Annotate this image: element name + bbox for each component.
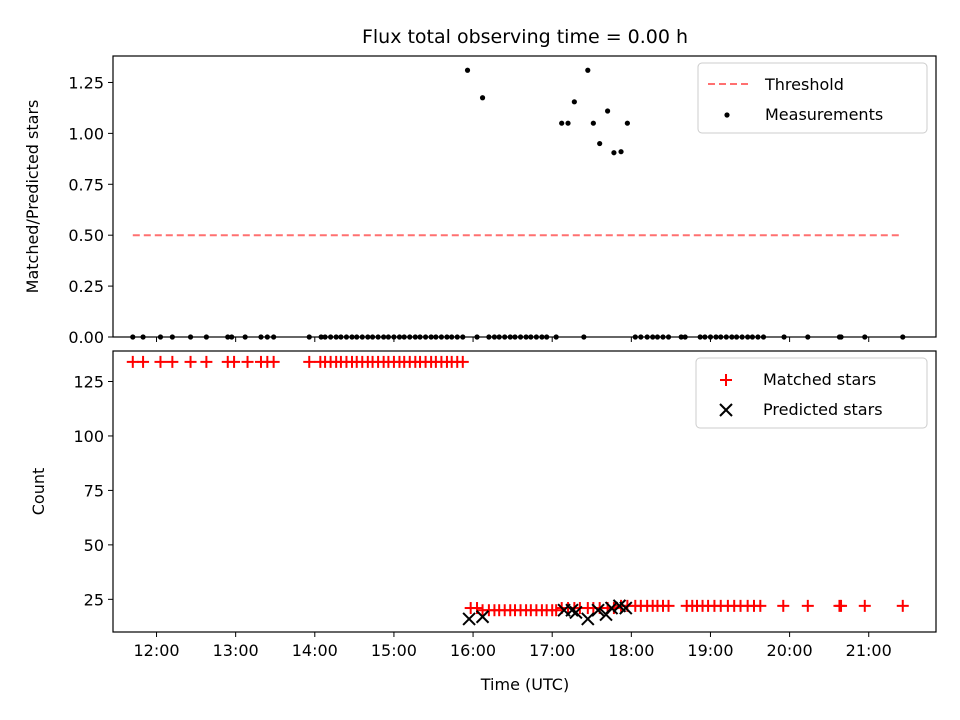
- x-tick-label: 18:00: [608, 641, 654, 660]
- measurement-point: [611, 150, 617, 156]
- matched-star-marker: [154, 355, 167, 368]
- measurement-point: [585, 67, 591, 73]
- top-legend: Threshold Measurements: [697, 62, 928, 134]
- bottom-y-axis-label: Count: [29, 468, 48, 516]
- x-tick-label: 15:00: [371, 641, 417, 660]
- x-tick-label: 19:00: [687, 641, 733, 660]
- predicted-star-marker: [604, 601, 619, 615]
- measurement-point: [571, 99, 577, 105]
- x-tick-label: 17:00: [529, 641, 575, 660]
- measurement-point: [464, 67, 471, 73]
- y-tick-label: 125: [73, 372, 104, 391]
- legend-measurements-swatch: [724, 112, 730, 118]
- x-tick-label: 21:00: [846, 641, 892, 660]
- bottom-plot-frame: [112, 350, 937, 633]
- matched-star-marker: [456, 355, 469, 368]
- bottom-legend: Matched stars Predicted stars: [695, 357, 928, 429]
- predicted-star-marker: [619, 601, 633, 615]
- legend-predicted-label: Predicted stars: [763, 400, 883, 419]
- matched-star-marker: [166, 355, 179, 368]
- matched-star-marker: [777, 599, 790, 612]
- matched-star-marker: [662, 599, 675, 612]
- legend-matched-swatch: [720, 374, 732, 386]
- bottom-plot: 25 50 75 100 125 12:00 13:00 14:00 15:00 16:00 17…: [29, 350, 937, 694]
- matched-star-marker: [858, 599, 871, 612]
- matched-star-marker: [754, 599, 767, 612]
- top-y-axis-label: Matched/Predicted stars: [23, 100, 42, 294]
- matched-star-marker: [184, 355, 197, 368]
- matched-star-marker: [896, 599, 909, 612]
- matched-star-marker: [126, 355, 139, 368]
- predicted-star-marker: [581, 612, 595, 626]
- matched-star-marker: [241, 355, 254, 368]
- matched-star-marker: [303, 355, 316, 368]
- measurement-point: [604, 108, 611, 114]
- y-tick-label: 0.75: [68, 175, 104, 194]
- y-tick-label: 25: [84, 590, 104, 609]
- y-tick-label: 0.25: [68, 277, 104, 296]
- top-plot: 0.00 0.25 0.50 0.75 1.00 1.25 Matched/Predict…: [23, 55, 937, 347]
- x-tick-label: 13:00: [213, 641, 259, 660]
- y-tick-label: 100: [73, 427, 104, 446]
- legend-measurements-label: Measurements: [765, 105, 883, 124]
- top-plot-frame: [112, 55, 937, 338]
- matched-star-marker: [200, 355, 213, 368]
- legend-matched-label: Matched stars: [763, 370, 876, 389]
- predicted-star-marker: [475, 610, 490, 624]
- measurement-point: [559, 120, 565, 126]
- matched-star-marker: [137, 355, 150, 368]
- measurement-point: [597, 140, 603, 147]
- measurement-point: [479, 95, 486, 101]
- y-tick-label: 1.25: [68, 73, 104, 92]
- chart-title: Flux total observing time = 0.00 h: [362, 26, 688, 48]
- matched-star-marker: [228, 355, 241, 368]
- matched-star-marker: [267, 355, 280, 368]
- matched-star-marker: [801, 599, 814, 612]
- x-tick-label: 20:00: [767, 641, 813, 660]
- predicted-star-marker: [591, 603, 605, 617]
- measurement-point: [590, 120, 596, 126]
- predicted-star-marker: [565, 603, 579, 617]
- y-tick-label: 0.50: [68, 226, 104, 245]
- y-tick-label: 75: [84, 481, 104, 500]
- legend-threshold-label: Threshold: [764, 75, 844, 94]
- matched-star-marker: [835, 599, 848, 612]
- matched-star-marker: [550, 604, 563, 617]
- x-tick-label: 14:00: [292, 641, 338, 660]
- x-tick-label: 16:00: [450, 641, 496, 660]
- y-tick-label: 0.00: [68, 328, 104, 347]
- measurement-point: [618, 149, 624, 155]
- legend-predicted-swatch: [719, 403, 733, 417]
- y-tick-label: 1.00: [68, 124, 104, 143]
- x-axis-label: Time (UTC): [480, 675, 569, 694]
- predicted-star-marker: [462, 612, 476, 626]
- y-tick-label: 50: [84, 536, 104, 555]
- measurement-point: [624, 120, 630, 126]
- x-tick-label: 12:00: [133, 641, 179, 660]
- predicted-star-marker: [569, 605, 583, 620]
- measurement-point: [565, 120, 571, 126]
